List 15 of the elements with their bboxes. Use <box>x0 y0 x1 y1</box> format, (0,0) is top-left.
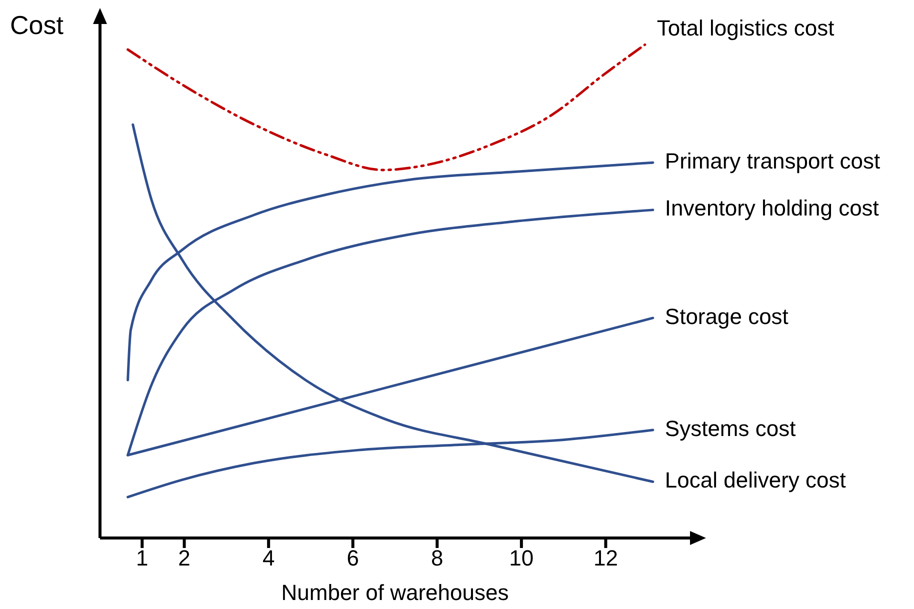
series-label: Local delivery cost <box>664 468 846 493</box>
series-label: Storage cost <box>664 304 788 329</box>
x-tick-label: 1 <box>136 546 148 571</box>
x-axis-title: Number of warehouses <box>281 580 509 605</box>
x-tick-label: 12 <box>593 546 618 571</box>
series-label: Systems cost <box>664 416 796 441</box>
x-tick-label: 2 <box>178 546 190 571</box>
x-tick-label: 10 <box>509 546 534 571</box>
series-label: Total logistics cost <box>656 15 834 40</box>
x-tick-label: 6 <box>346 546 359 571</box>
y-axis-title: Cost <box>10 10 64 41</box>
x-tick-label: 8 <box>431 546 444 571</box>
x-tick-label: 4 <box>262 546 275 571</box>
series-label: Inventory holding cost <box>664 196 879 221</box>
series-label: Primary transport cost <box>664 148 880 174</box>
